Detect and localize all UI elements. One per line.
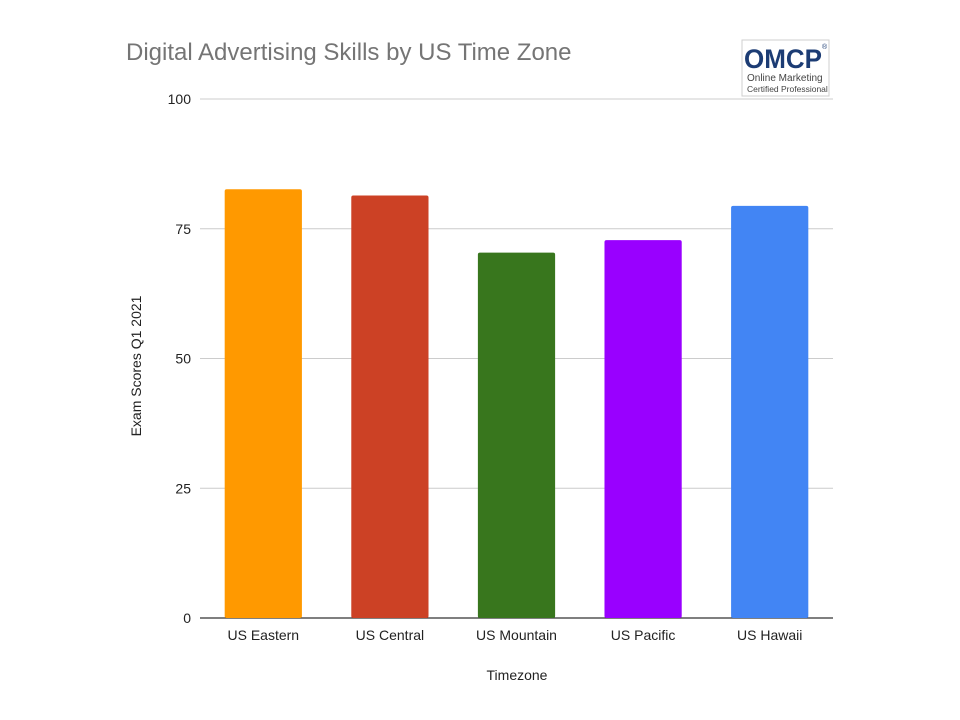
omcp-logo: OMCP ® Online Marketing Certified Profes… [741, 39, 830, 97]
chart-title: Digital Advertising Skills by US Time Zo… [126, 39, 572, 66]
x-tick-labels: US Eastern US Central US Mountain US Pacifi… [228, 627, 803, 643]
bar-us-hawaii [731, 205, 809, 618]
bar-us-pacific [604, 240, 682, 618]
y-tick-label: 100 [168, 91, 192, 107]
y-axis-title: Exam Scores Q1 2021 [128, 295, 144, 436]
x-tick-label: US Pacific [611, 627, 676, 643]
logo-line-2: Certified Professional [747, 84, 828, 94]
x-tick-label: US Eastern [228, 627, 300, 643]
logo-registered-mark: ® [822, 43, 828, 51]
logo-brand: OMCP [744, 44, 822, 74]
y-tick-label: 75 [175, 221, 191, 237]
y-tick-labels: 0 25 50 75 100 [168, 91, 192, 626]
bar-us-mountain [477, 252, 556, 618]
x-tick-label: US Central [356, 627, 424, 643]
x-tick-label: US Mountain [476, 627, 557, 643]
x-axis-title: Timezone [487, 667, 548, 683]
y-tick-label: 25 [175, 480, 191, 496]
y-tick-label: 50 [175, 351, 191, 367]
bars [224, 189, 809, 618]
bar-us-eastern [224, 189, 302, 618]
x-tick-label: US Hawaii [737, 627, 802, 643]
bar-us-central [351, 195, 429, 618]
logo-frame [741, 39, 830, 97]
y-tick-label: 0 [183, 610, 191, 626]
logo-line-1: Online Marketing [747, 73, 823, 84]
